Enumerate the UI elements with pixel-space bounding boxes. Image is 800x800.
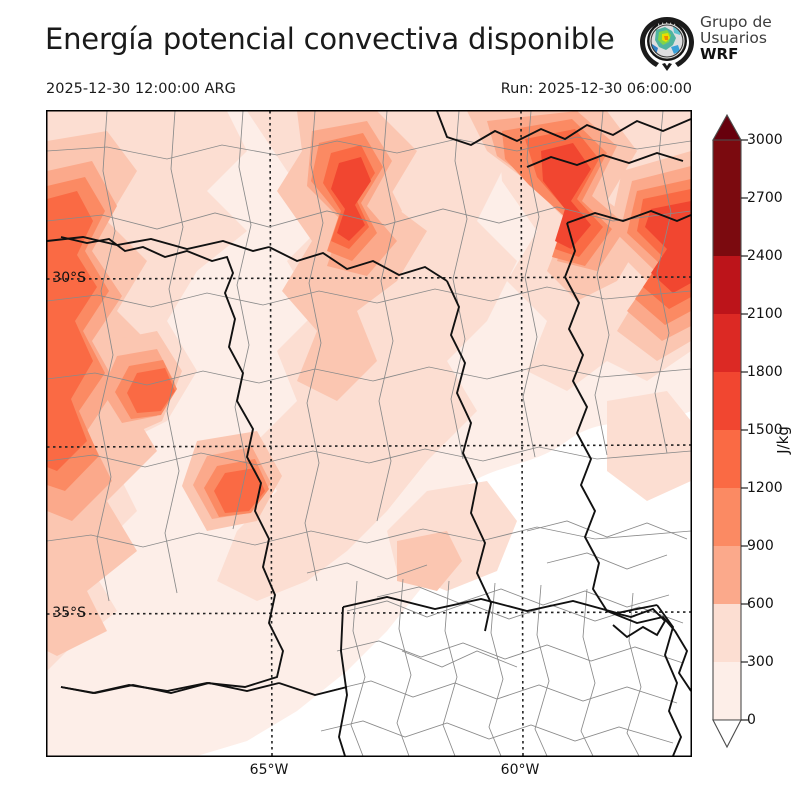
logo: Grupo de Usuarios WRF	[638, 14, 798, 76]
logo-line-1: Grupo de	[700, 13, 772, 31]
colorbar[interactable]: 3000 2700 2400 2100 1800 1500 1200 900 6…	[705, 110, 800, 770]
colorbar-tick-0: 0	[747, 712, 756, 728]
colorbar-tick-600: 600	[747, 596, 774, 612]
y-tick-35s: 35°S	[52, 605, 86, 621]
cape-band-1800-2100	[331, 143, 691, 293]
x-tick-65w: 65°W	[249, 762, 289, 778]
logo-line-2: Usuarios	[700, 28, 767, 47]
logo-line-3: WRF	[700, 45, 739, 63]
colorbar-gradient	[712, 113, 748, 749]
county-boundaries	[47, 111, 691, 756]
colorbar-tick-300: 300	[747, 654, 774, 670]
logo-text: Grupo de Usuarios WRF	[700, 13, 772, 63]
x-tick-60w: 60°W	[500, 762, 540, 778]
colorbar-tick-1200: 1200	[747, 480, 783, 496]
page-title: Energía potencial convectiva disponible	[45, 22, 615, 56]
colorbar-tick-2400: 2400	[747, 248, 783, 264]
y-tick-30s: 30°S	[52, 270, 86, 286]
colorbar-unit-label: J/kg	[773, 426, 792, 454]
colorbar-tick-900: 900	[747, 538, 774, 554]
colorbar-tick-3000: 3000	[747, 132, 783, 148]
cape-field-map	[47, 111, 691, 756]
run-time-label: Run: 2025-12-30 06:00:00	[500, 81, 692, 97]
map-plot-area[interactable]	[46, 110, 692, 757]
province-boundaries	[47, 111, 691, 756]
colorbar-tick-1800: 1800	[747, 364, 783, 380]
valid-time-label: 2025-12-30 12:00:00 ARG	[46, 81, 236, 97]
colorbar-tick-2700: 2700	[747, 190, 783, 206]
colorbar-tick-2100: 2100	[747, 306, 783, 322]
colorbar-tick-1500: 1500	[747, 422, 783, 438]
wrf-seal-icon	[640, 17, 694, 71]
